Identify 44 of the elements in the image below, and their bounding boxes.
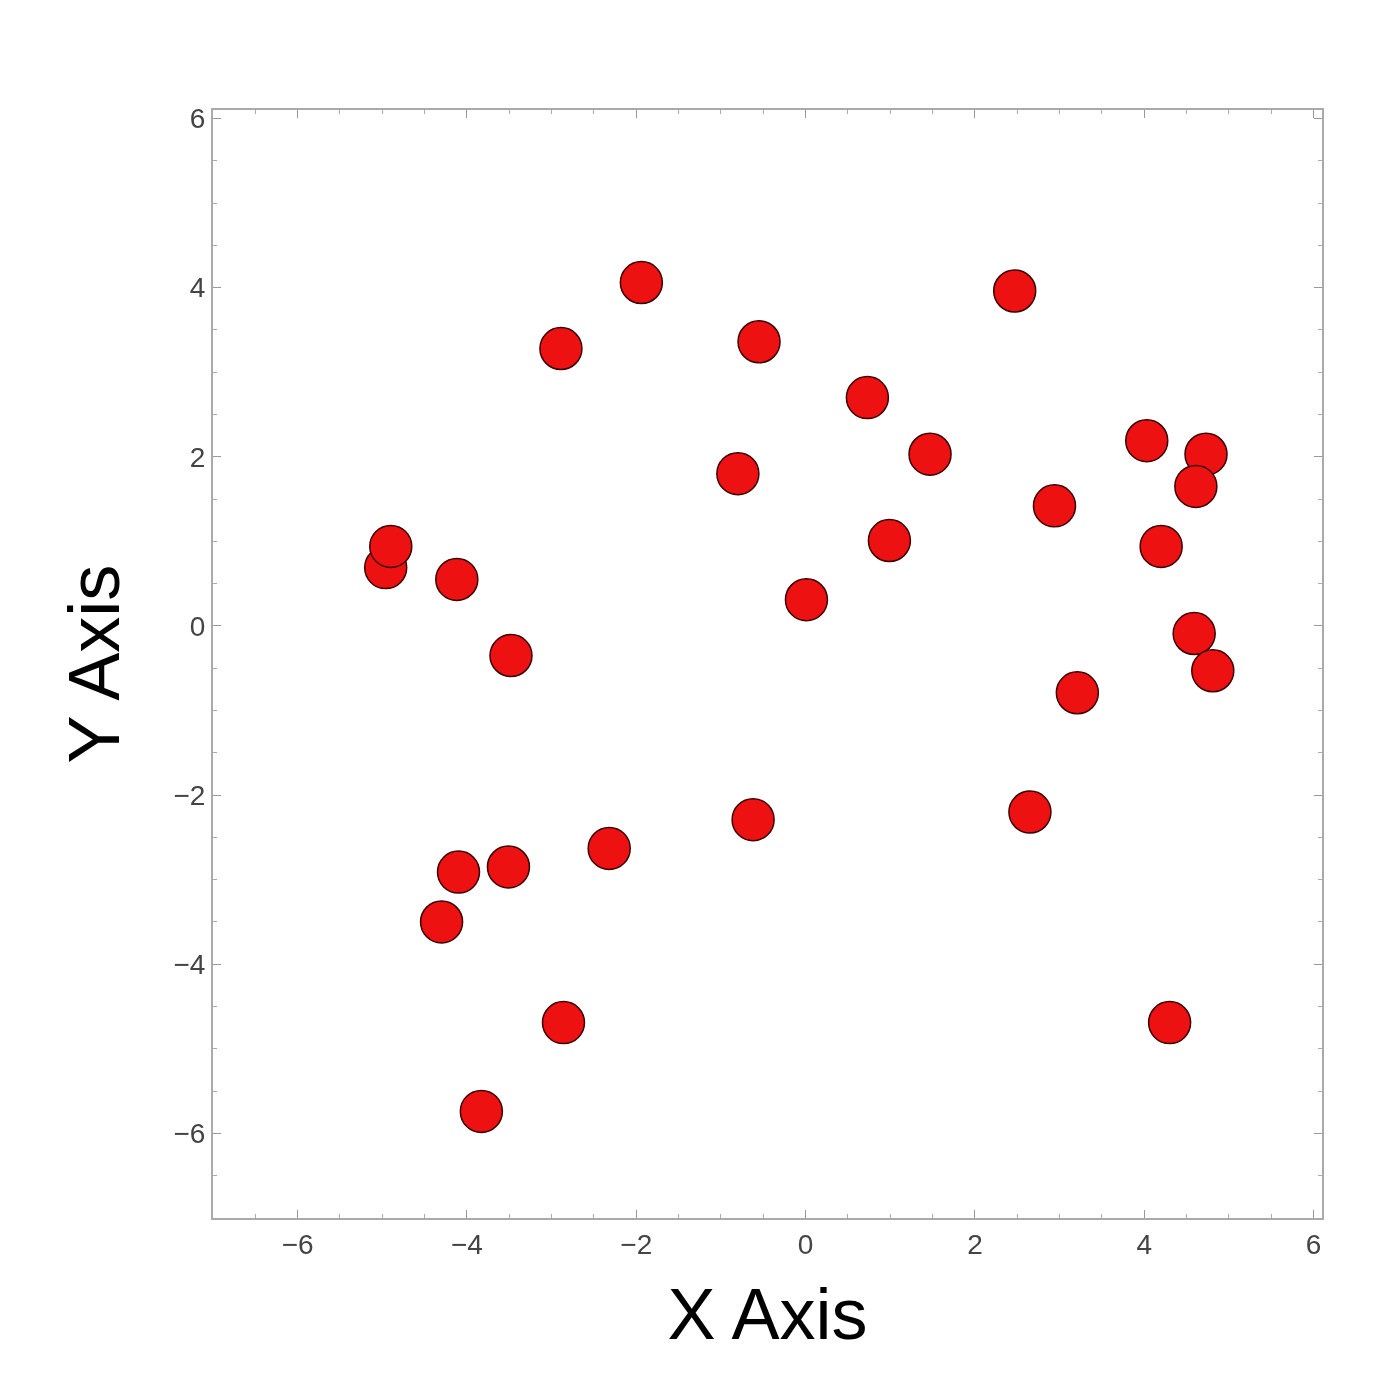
y-tick-label: 6 (189, 103, 206, 135)
y-tick-label: −4 (173, 949, 206, 981)
x-tick-label: −6 (281, 1228, 314, 1260)
x-axis-title: X Axis (667, 1274, 868, 1354)
point (1172, 611, 1216, 656)
point (587, 826, 631, 871)
point (731, 797, 775, 842)
point (1174, 464, 1218, 509)
point (784, 577, 829, 622)
x-tick-label: 6 (1305, 1228, 1322, 1260)
x-tick-label: −4 (451, 1228, 483, 1260)
y-tick-label: 4 (189, 272, 206, 304)
point (992, 269, 1037, 313)
point (1125, 418, 1169, 463)
y-tick-label: 0 (189, 610, 206, 642)
point (1139, 524, 1183, 569)
x-tick-label: −2 (620, 1228, 653, 1260)
point (1008, 790, 1052, 834)
point (489, 633, 533, 678)
point (486, 845, 531, 889)
x-tick-label: 4 (1136, 1228, 1153, 1260)
point (369, 524, 413, 569)
y-tick-label: −2 (173, 779, 206, 811)
point (845, 375, 890, 420)
point (436, 850, 481, 894)
point (908, 432, 952, 476)
point (867, 518, 912, 563)
point (1032, 484, 1077, 528)
y-axis-title: Y Axis (54, 564, 135, 764)
x-tick-label: 2 (967, 1228, 983, 1260)
point (1055, 671, 1100, 715)
point (539, 326, 583, 371)
point (459, 1089, 504, 1134)
point (737, 320, 781, 364)
y-tick-label: 2 (189, 441, 206, 473)
point (619, 260, 664, 305)
point (541, 1000, 586, 1045)
y-tick-label: −6 (173, 1118, 206, 1150)
point (1147, 1000, 1192, 1045)
point (435, 557, 479, 602)
point (1191, 649, 1235, 693)
point (716, 451, 760, 496)
x-tick-label: 0 (797, 1228, 814, 1260)
point (419, 900, 464, 944)
